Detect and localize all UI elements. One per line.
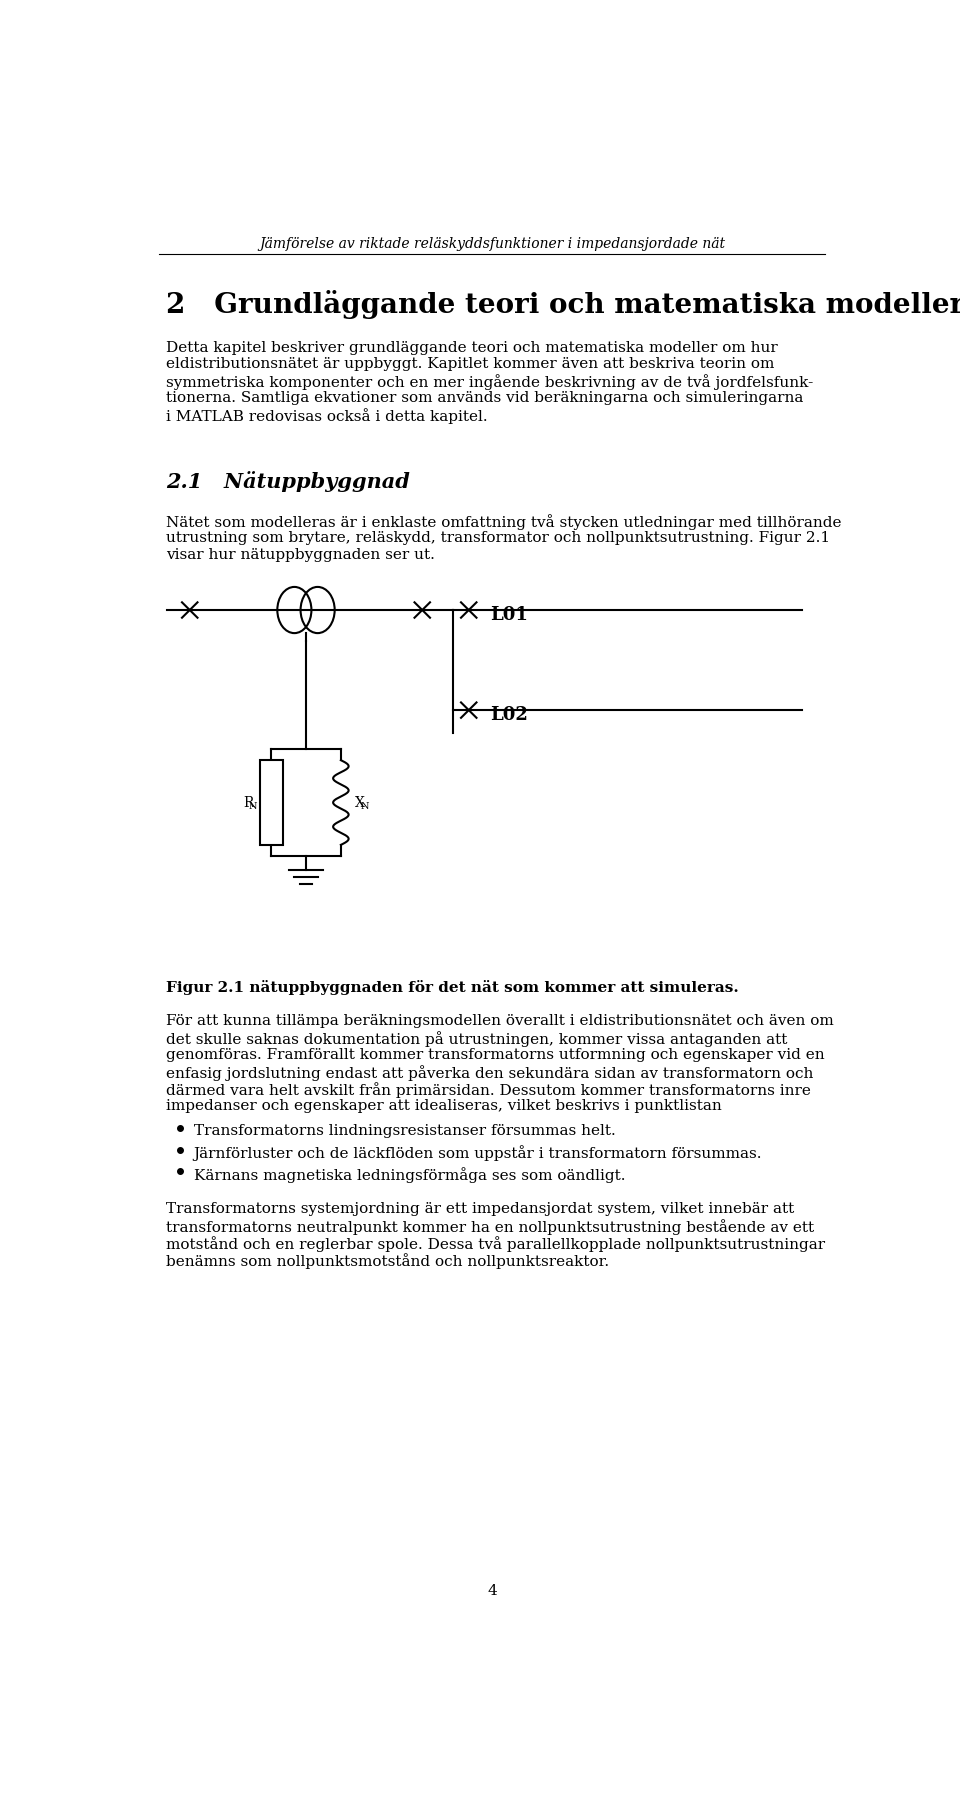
- Text: benämns som nollpunktsmotstånd och nollpunktsreaktor.: benämns som nollpunktsmotstånd och nollp…: [166, 1253, 610, 1270]
- Text: 2   Grundläggande teori och matematiska modeller: 2 Grundläggande teori och matematiska mo…: [166, 290, 960, 319]
- Text: L01: L01: [491, 607, 528, 625]
- Text: enfasig jordslutning endast att påverka den sekundära sidan av transformatorn oc: enfasig jordslutning endast att påverka …: [166, 1065, 814, 1081]
- Text: Järnförluster och de läckflöden som uppstår i transformatorn försummas.: Järnförluster och de läckflöden som upps…: [194, 1145, 762, 1161]
- Text: N: N: [361, 802, 370, 811]
- Text: i MATLAB redovisas också i detta kapitel.: i MATLAB redovisas också i detta kapitel…: [166, 407, 488, 424]
- Text: genomföras. Framförallt kommer transformatorns utformning och egenskaper vid en: genomföras. Framförallt kommer transform…: [166, 1049, 826, 1061]
- Text: För att kunna tillämpa beräkningsmodellen överallt i eldistributionsnätet och äv: För att kunna tillämpa beräkningsmodelle…: [166, 1014, 834, 1029]
- Text: det skulle saknas dokumentation på utrustningen, kommer vissa antaganden att: det skulle saknas dokumentation på utrus…: [166, 1030, 788, 1047]
- Text: utrustning som brytare, reläskydd, transformator och nollpunktsutrustning. Figur: utrustning som brytare, reläskydd, trans…: [166, 531, 830, 545]
- Text: därmed vara helt avskilt från primärsidan. Dessutom kommer transformatorns inre: därmed vara helt avskilt från primärsida…: [166, 1081, 811, 1097]
- Text: Nätet som modelleras är i enklaste omfattning två stycken utledningar med tillhö: Nätet som modelleras är i enklaste omfat…: [166, 514, 842, 529]
- Text: N: N: [249, 802, 257, 811]
- Text: Jämförelse av riktade reläskyddsfunktioner i impedansjordade nät: Jämförelse av riktade reläskyddsfunktion…: [259, 237, 725, 250]
- FancyBboxPatch shape: [259, 761, 283, 846]
- Text: R: R: [243, 795, 253, 810]
- Text: impedanser och egenskaper att idealiseras, vilket beskrivs i punktlistan: impedanser och egenskaper att idealisera…: [166, 1099, 722, 1114]
- Text: transformatorns neutralpunkt kommer ha en nollpunktsutrustning bestående av ett: transformatorns neutralpunkt kommer ha e…: [166, 1219, 815, 1235]
- Text: L02: L02: [491, 706, 528, 724]
- Text: visar hur nätuppbyggnaden ser ut.: visar hur nätuppbyggnaden ser ut.: [166, 547, 436, 561]
- Text: Detta kapitel beskriver grundläggande teori och matematiska modeller om hur: Detta kapitel beskriver grundläggande te…: [166, 340, 779, 355]
- Text: Figur 2.1 nätuppbyggnaden för det nät som kommer att simuleras.: Figur 2.1 nätuppbyggnaden för det nät so…: [166, 980, 739, 994]
- Text: Transformatorns lindningsresistanser försummas helt.: Transformatorns lindningsresistanser för…: [194, 1123, 615, 1137]
- Text: 2.1   Nätuppbyggnad: 2.1 Nätuppbyggnad: [166, 471, 410, 493]
- Text: tionerna. Samtliga ekvationer som används vid beräkningarna och simuleringarna: tionerna. Samtliga ekvationer som använd…: [166, 391, 804, 406]
- Text: motstånd och en reglerbar spole. Dessa två parallellkopplade nollpunktsutrustnin: motstånd och en reglerbar spole. Dessa t…: [166, 1237, 826, 1251]
- Text: X: X: [355, 795, 365, 810]
- Text: eldistributionsnätet är uppbyggt. Kapitlet kommer även att beskriva teorin om: eldistributionsnätet är uppbyggt. Kapitl…: [166, 357, 775, 371]
- Text: 4: 4: [487, 1585, 497, 1597]
- Text: Kärnans magnetiska ledningsförmåga ses som oändligt.: Kärnans magnetiska ledningsförmåga ses s…: [194, 1166, 625, 1183]
- Text: symmetriska komponenter och en mer ingående beskrivning av de två jordfelsfunk-: symmetriska komponenter och en mer ingåe…: [166, 375, 814, 391]
- Text: Transformatorns systemjordning är ett impedansjordat system, vilket innebär att: Transformatorns systemjordning är ett im…: [166, 1203, 795, 1217]
